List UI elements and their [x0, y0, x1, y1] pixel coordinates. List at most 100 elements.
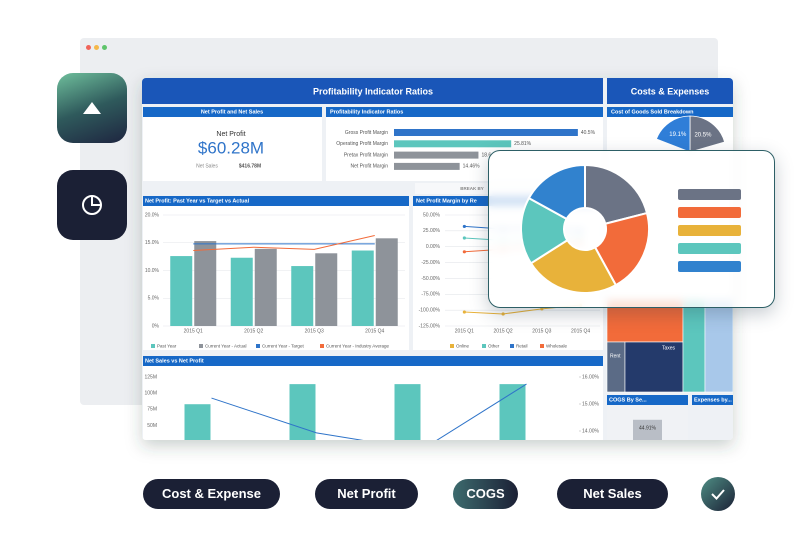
slice-label: 20.5% — [694, 132, 712, 138]
panel-header — [607, 395, 688, 405]
bar — [394, 140, 512, 148]
legend-label: Past Year — [157, 344, 177, 349]
donut-slice — [527, 163, 586, 221]
bar — [291, 266, 314, 326]
x-tick-label: 2015 Q2 — [494, 328, 513, 334]
panel-title: COGS By Se... — [609, 397, 647, 403]
bar — [230, 257, 253, 326]
panel-title: Net Profit and Net Sales — [201, 109, 263, 115]
x-tick-label: 2015 Q4 — [571, 328, 590, 334]
category-label: Net Profit Margin — [350, 164, 388, 170]
value-label: 25.81% — [514, 141, 532, 147]
bar — [289, 384, 316, 440]
y-tick-label: 15.0% — [145, 240, 160, 246]
x-tick-label: 2015 Q3 — [305, 328, 324, 334]
legend-label: Other — [488, 344, 500, 349]
y-tick-label: 0% — [152, 323, 160, 329]
panel — [143, 366, 603, 440]
filter-pill[interactable]: Net Profit — [315, 479, 418, 509]
check-mark — [711, 489, 725, 500]
treemap-cell — [624, 341, 684, 393]
bar — [394, 129, 578, 136]
donut-slice — [529, 238, 618, 294]
legend-swatch — [678, 189, 741, 200]
x-tick-label: 2015 Q2 — [244, 328, 263, 334]
bar — [351, 250, 374, 326]
kpi-label: Net Profit — [216, 131, 245, 138]
value-label: 40.5% — [581, 130, 596, 136]
y-tick-label: 125M — [144, 374, 157, 380]
window-dot — [86, 45, 91, 50]
bar — [254, 248, 277, 326]
x-tick-label: 2015 Q1 — [455, 328, 474, 334]
window-dot — [102, 45, 107, 50]
point — [462, 250, 466, 254]
bar — [394, 384, 421, 440]
y2-tick-label: 16.00% — [582, 374, 600, 380]
bar — [375, 238, 398, 326]
filter-pill[interactable]: Cost & Expense — [143, 479, 280, 509]
y-tick-label: 0.00% — [426, 244, 441, 250]
donut-slice — [584, 163, 649, 225]
pie-icon-cut — [91, 196, 101, 206]
check-icon — [711, 489, 725, 500]
x-tick-label: 2015 Q1 — [184, 328, 203, 334]
legend-swatch — [199, 344, 203, 348]
category-label: Gross Profit Margin — [345, 130, 388, 136]
chart-button[interactable] — [57, 170, 127, 240]
y-tick-label: -50.00% — [421, 276, 440, 282]
treemap-cell — [606, 341, 626, 393]
legend-label: Wholesale — [546, 344, 568, 349]
value-label: 44.91% — [639, 425, 657, 431]
y2-tick-label: 14.00% — [582, 428, 600, 434]
panel-title: Net Profit: Past Year vs Target vs Actua… — [145, 198, 250, 204]
pie-card-chart — [520, 163, 741, 294]
panel-header — [143, 107, 322, 117]
y-tick-label: 100M — [144, 391, 157, 397]
legend-label: Current Year - Actual — [205, 344, 247, 349]
window-dot — [94, 45, 99, 50]
legend-swatch — [320, 344, 324, 348]
y-tick-label: 5.0% — [148, 296, 160, 302]
treemap-cell — [704, 299, 733, 393]
pie-icon — [82, 195, 102, 215]
filter-pill[interactable]: Net Sales — [557, 479, 668, 509]
bar — [633, 419, 662, 440]
panel-header — [143, 356, 603, 366]
filter-pill[interactable]: COGS — [453, 479, 518, 509]
panel-title: Net Profit Margin by Re — [416, 198, 477, 204]
point — [462, 236, 466, 240]
panel-header — [143, 196, 409, 206]
panel-title: Profitability Indicator Ratios — [330, 109, 403, 115]
up-arrow — [83, 102, 101, 114]
legend-label: Retail — [516, 344, 528, 349]
legend-swatch — [510, 344, 514, 348]
bar — [194, 241, 217, 326]
panel-title: Expenses by... — [694, 397, 732, 403]
y-tick-label: 50M — [147, 423, 157, 429]
bar — [394, 162, 460, 170]
confirm-button[interactable] — [701, 477, 735, 511]
header-bar — [607, 78, 733, 104]
legend-swatch — [450, 344, 454, 348]
category-label: Operating Profit Margin — [336, 141, 388, 147]
legend-swatch — [151, 344, 155, 348]
panel-header — [607, 107, 733, 117]
donut-slice — [593, 211, 650, 287]
y-tick-label: 25.00% — [423, 228, 441, 234]
legend-swatch — [678, 243, 741, 254]
treemap-label: Rent — [610, 353, 621, 359]
collapse-button[interactable] — [57, 73, 127, 143]
point — [462, 224, 466, 229]
treemap-cell — [682, 299, 706, 393]
up-icon — [83, 102, 101, 114]
value-label: 14.46% — [463, 164, 481, 170]
bar — [499, 384, 526, 440]
y-tick-label: -25.00% — [421, 260, 440, 266]
y-tick-label: -75.00% — [421, 292, 440, 298]
line — [211, 383, 527, 440]
legend-label: Online — [456, 344, 470, 349]
treemap-label: Taxes — [662, 345, 676, 351]
legend-swatch — [678, 261, 741, 272]
legend-swatch — [540, 344, 544, 348]
